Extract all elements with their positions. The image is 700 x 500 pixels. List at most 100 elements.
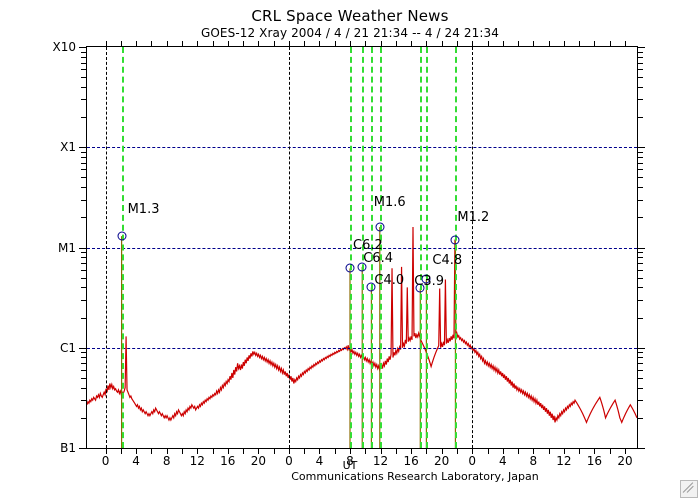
- x-tick: [563, 41, 565, 47]
- y-tick-minor: [81, 56, 87, 58]
- y-tick-minor: [81, 69, 87, 71]
- flare-line-c3-9: [420, 47, 423, 448]
- x-tick-label-17: 20: [617, 454, 633, 468]
- x-tick: [411, 448, 413, 454]
- flare-peak-marker-m1-2[interactable]: [450, 235, 460, 245]
- x-tick: [350, 41, 351, 47]
- y-tick-minor: [81, 162, 87, 164]
- y-tick-minor: [637, 252, 643, 254]
- x-tick: [625, 41, 626, 47]
- y-tick-minor: [81, 377, 87, 379]
- x-tick: [487, 41, 489, 47]
- resize-grip-icon[interactable]: [680, 480, 698, 498]
- y-tick-minor: [81, 77, 87, 79]
- y-tick-minor: [81, 151, 87, 153]
- y-tick-minor: [637, 162, 643, 164]
- x-tick: [456, 448, 458, 454]
- x-tick: [273, 448, 275, 454]
- y-tick-major: [637, 147, 645, 149]
- flare-line-m1-3: [121, 47, 124, 448]
- x-tick-label-5: 20: [250, 454, 266, 468]
- x-tick-label-2: 8: [162, 454, 171, 468]
- x-tick-label-8: 8: [346, 454, 354, 468]
- x-tick: [548, 41, 550, 47]
- y-tick-minor: [81, 400, 87, 402]
- y-tick-minor: [81, 117, 87, 119]
- y-tick-minor: [637, 62, 643, 64]
- flare-peak-marker-c6-4[interactable]: [357, 262, 367, 272]
- y-tick-minor: [81, 363, 87, 365]
- x-tick: [456, 41, 458, 47]
- x-tick: [212, 448, 214, 454]
- y-tick-minor: [637, 377, 643, 379]
- y-tick-minor: [81, 156, 87, 158]
- y-tick-label-x1: X1: [60, 140, 76, 155]
- flare-label-c6-4: C6.4: [363, 250, 393, 266]
- x-tick: [502, 448, 504, 454]
- y-tick-minor: [81, 199, 87, 201]
- x-tick: [166, 448, 168, 454]
- y-tick-label-x10: X10: [52, 40, 77, 54]
- x-tick: [151, 448, 153, 454]
- flare-peak-marker-c3-9[interactable]: [415, 283, 425, 293]
- y-tick-major: [637, 47, 645, 48]
- flare-peak-marker-c4-0[interactable]: [366, 282, 376, 292]
- y-tick-minor: [637, 263, 643, 265]
- x-tick: [533, 448, 535, 454]
- y-tick-minor: [81, 62, 87, 64]
- x-tick: [258, 41, 260, 47]
- y-tick-minor: [637, 217, 643, 219]
- day-boundary-0: [105, 47, 107, 448]
- x-tick: [609, 448, 611, 454]
- x-tick: [273, 41, 275, 47]
- x-tick: [365, 448, 367, 454]
- flare-peak-marker-m1-3[interactable]: [117, 231, 127, 241]
- flare-label-c4-0: C4.0: [374, 273, 405, 289]
- y-tick-minor: [637, 56, 643, 58]
- x-tick-label-9: 12: [372, 454, 389, 468]
- flare-peak-marker-c6-2[interactable]: [345, 263, 355, 273]
- y-tick-minor: [81, 187, 87, 189]
- y-tick-minor: [637, 117, 643, 119]
- x-tick-label-14: 8: [529, 454, 538, 468]
- x-tick: [380, 448, 382, 454]
- flare-peak-marker-m1-6[interactable]: [375, 222, 385, 232]
- x-tick: [563, 448, 565, 454]
- y-tick-minor: [637, 99, 643, 101]
- day-boundary-2: [472, 47, 474, 448]
- x-tick: [334, 41, 336, 47]
- y-tick-minor: [637, 151, 643, 153]
- x-tick: [105, 448, 107, 454]
- page-title: CRL Space Weather News: [251, 7, 449, 25]
- x-tick: [288, 41, 290, 47]
- x-tick: [472, 448, 474, 454]
- y-tick-minor: [637, 363, 643, 365]
- x-tick: [411, 41, 413, 47]
- x-tick: [334, 448, 336, 454]
- y-tick-label-b1: B1: [60, 441, 76, 455]
- y-tick-minor: [637, 269, 643, 271]
- x-tick: [594, 41, 596, 47]
- x-tick: [181, 41, 183, 47]
- footer-credit-text: Communications Research Laboratory, Japa…: [291, 470, 539, 483]
- y-tick-minor: [81, 352, 87, 354]
- gridline-x1: [87, 147, 637, 149]
- y-tick-minor: [81, 417, 87, 419]
- y-tick-minor: [637, 86, 643, 88]
- x-tick: [166, 41, 168, 47]
- flare-label-m1-3: M1.3: [127, 202, 160, 218]
- x-tick: [441, 41, 443, 47]
- y-tick-minor: [637, 187, 643, 189]
- x-tick: [350, 448, 351, 454]
- plot-area: X10 X1 M1 C1 B1 0 4 8 12 16 20 0 4 8 12 16 20 0 4 8 12 16 20 …: [53, 40, 645, 468]
- x-tick: [151, 41, 153, 47]
- y-tick-major: [637, 247, 645, 249]
- x-tick: [609, 41, 611, 47]
- x-tick: [395, 41, 397, 47]
- x-tick-label-13: 4: [498, 454, 507, 468]
- x-tick: [227, 41, 229, 47]
- x-tick: [105, 41, 107, 47]
- y-tick-minor: [81, 263, 87, 265]
- flare-peak-marker-c4-8[interactable]: [421, 274, 431, 284]
